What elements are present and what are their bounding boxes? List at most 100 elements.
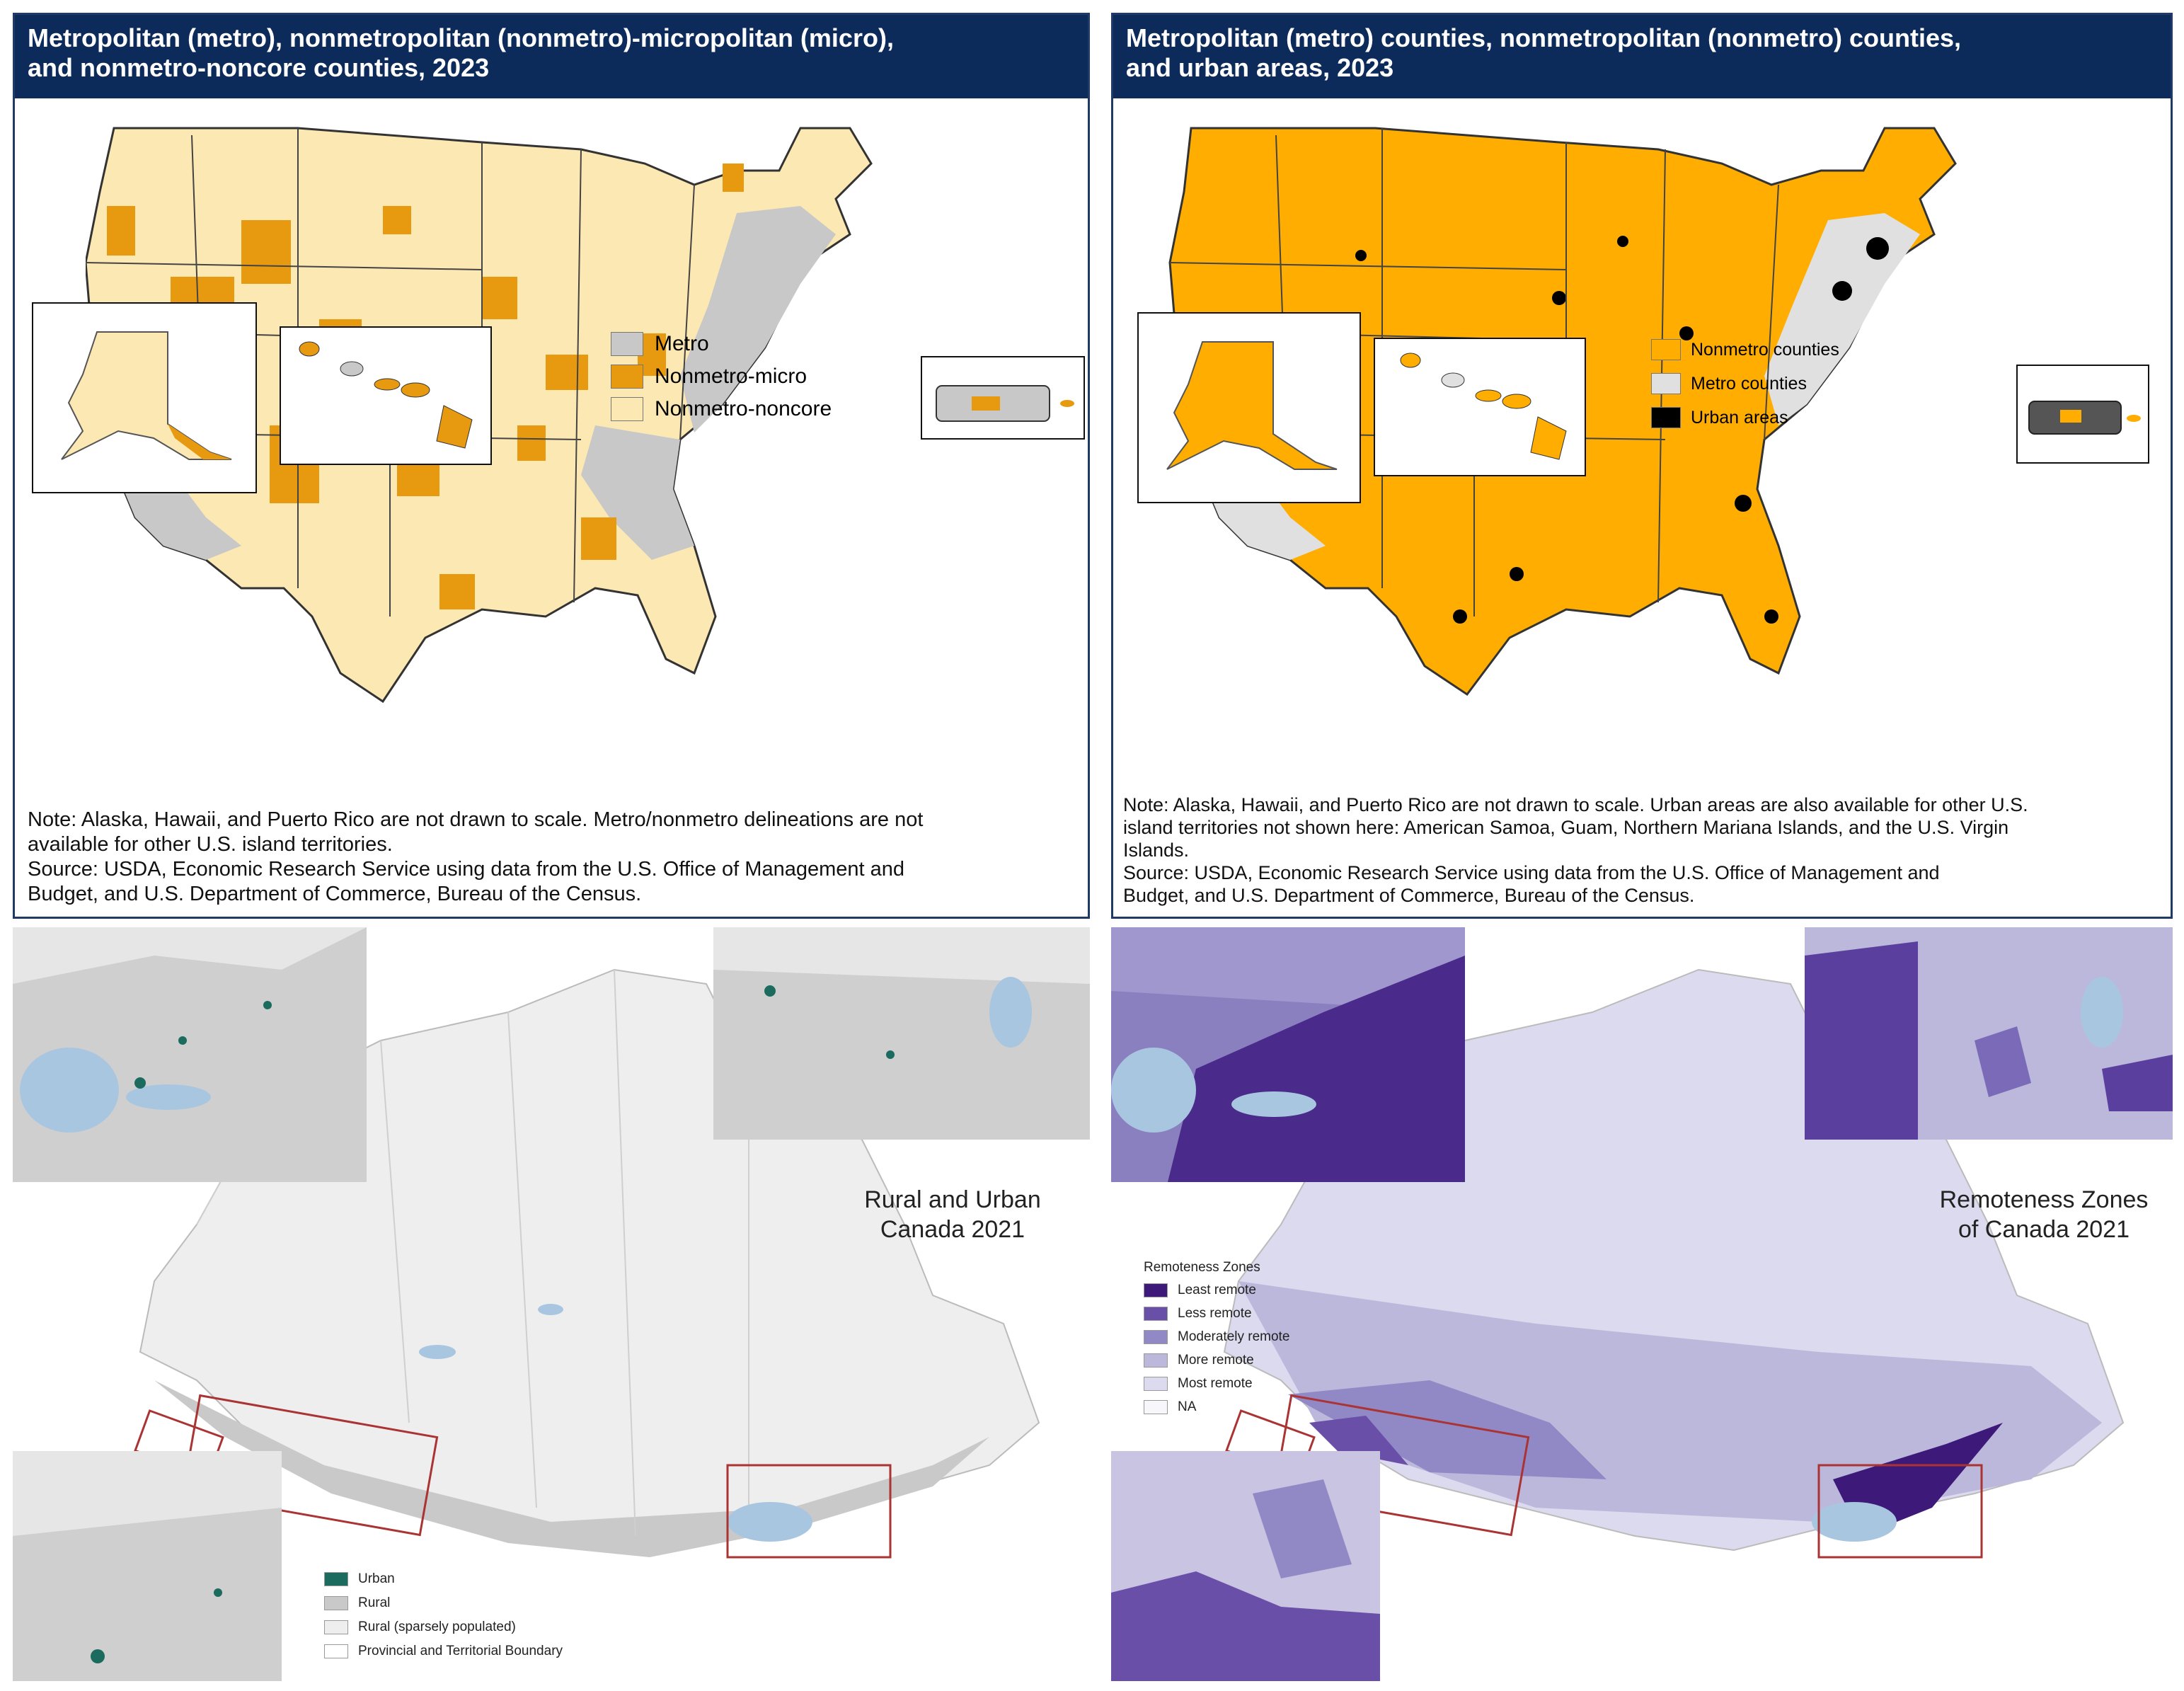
us-urban-areas-panel: Metropolitan (metro) counties, nonmetrop… (1111, 13, 2173, 919)
inset-frame-prairies (1272, 1394, 1530, 1537)
title-line-2: and nonmetro-noncore counties, 2023 (28, 53, 490, 82)
urban-area (1552, 291, 1566, 305)
puerto-rico-map (2028, 401, 2141, 435)
legend-rural: Rural (324, 1595, 390, 1611)
remoteness-legend-title: Remoteness Zones (1144, 1260, 1260, 1275)
micro-county (383, 206, 411, 234)
ontario-remoteness-shapes (1111, 927, 1465, 1182)
micro-county (723, 164, 744, 192)
legend-swatch-boundary (324, 1644, 348, 1658)
urban-area (1735, 495, 1752, 512)
title-line-2: and urban areas, 2023 (1126, 53, 1394, 82)
legend-moderately-remote: Moderately remote (1144, 1329, 1289, 1345)
bc-inset-map (13, 1451, 282, 1681)
prairies-inset-shapes (713, 970, 1090, 1140)
hawaii-inset (280, 326, 492, 465)
great-lakes (728, 1502, 812, 1542)
micro-county (107, 206, 135, 256)
moderately-remote-zone (1288, 1380, 1607, 1479)
source-line: Source: USDA, Economic Research Service … (1123, 862, 1940, 883)
canada-rural-urban-panel: Rural and Urban Canada 2021 Urban Rural … (13, 927, 1090, 1681)
alaska-map (61, 331, 232, 460)
note-line: Note: Alaska, Hawaii, and Puerto Rico ar… (28, 808, 924, 831)
micro-county (439, 574, 475, 609)
legend-label-least-remote: Least remote (1178, 1283, 1256, 1297)
micro-county (546, 355, 588, 390)
legend-swatch-noncore (611, 397, 643, 421)
legend-least-remote: Least remote (1144, 1283, 1256, 1298)
alaska-inset (32, 302, 257, 493)
legend-label-urban: Urban (358, 1571, 395, 1586)
urban-area (1453, 609, 1467, 624)
hawaii-map (1400, 352, 1567, 460)
legend-swatch-na (1144, 1400, 1168, 1414)
bc-remoteness-shapes (1111, 1479, 1380, 1681)
alaska-map (1166, 341, 1338, 470)
puerto-rico-inset (921, 356, 1085, 440)
us-urban-areas-note: Note: Alaska, Hawaii, and Puerto Rico ar… (1123, 793, 2028, 907)
inset-frame-ontario (1817, 1464, 1983, 1559)
legend-label-metro: Metro (655, 332, 709, 355)
legend-swatch-metro (1651, 373, 1681, 394)
lake (419, 1345, 456, 1359)
legend-label-metro: Metro counties (1691, 373, 1807, 394)
title-line-1: Metropolitan (metro) counties, nonmetrop… (1126, 23, 1961, 52)
urban-area (1679, 326, 1694, 340)
prairies-inset-map (713, 927, 1090, 1140)
legend-metro-counties: Metro counties (1651, 373, 1807, 394)
ontario-inset-shapes (13, 927, 367, 1182)
note-line: Islands. (1123, 839, 1190, 861)
legend-label-moderately-remote: Moderately remote (1178, 1329, 1290, 1344)
urban-area (1866, 237, 1889, 260)
note-line: available for other U.S. island territor… (28, 833, 393, 856)
ontario-inset-map (13, 927, 367, 1182)
legend-swatch-metro (611, 332, 643, 356)
source-line: Budget, and U.S. Department of Commerce,… (1123, 885, 1695, 906)
legend-label-micro: Nonmetro-micro (655, 365, 807, 388)
legend-label-rural: Rural (358, 1595, 391, 1610)
legend-label-nonmetro: Nonmetro counties (1691, 339, 1839, 360)
us-urban-areas-title: Metropolitan (metro) counties, nonmetrop… (1113, 15, 2171, 98)
legend-label-urban: Urban areas (1691, 407, 1788, 428)
note-line: Note: Alaska, Hawaii, and Puerto Rico ar… (1123, 794, 2028, 815)
great-lakes (1812, 1502, 1897, 1542)
title-line-1: Rural and Urban (864, 1186, 1041, 1213)
legend-label-less-remote: Less remote (1178, 1306, 1252, 1321)
title-line-1: Metropolitan (metro), nonmetropolitan (n… (28, 23, 894, 52)
hawaii-map (299, 341, 473, 449)
legend-metro: Metro (611, 332, 709, 356)
canada-remoteness-title: Remoteness Zones of Canada 2021 (1931, 1185, 2157, 1244)
canada-remoteness-panel: Remoteness Zones of Canada 2021 Remotene… (1111, 927, 2173, 1681)
micro-county (482, 277, 517, 319)
prairies-remoteness-shapes (1805, 941, 2173, 1140)
legend-swatch-least-remote (1144, 1283, 1168, 1297)
less-remote-zone (1309, 1416, 1408, 1465)
legend-label-na: NA (1178, 1399, 1197, 1414)
inset-frame-ontario (726, 1464, 892, 1559)
prairies-remoteness-inset (1805, 927, 2173, 1140)
legend-label-rural-sparse: Rural (sparsely populated) (358, 1620, 516, 1634)
inset-frame-prairies (181, 1394, 439, 1537)
legend-swatch-nonmetro (1651, 339, 1681, 360)
source-line: Source: USDA, Economic Research Service … (28, 858, 904, 881)
urban-area (1510, 567, 1524, 581)
bc-inset-shapes (13, 1508, 282, 1681)
micro-county (241, 220, 291, 284)
legend-urban: Urban (324, 1571, 395, 1587)
legend-label-noncore: Nonmetro-noncore (655, 397, 832, 420)
urban-area (1617, 236, 1628, 247)
us-metro-micro-panel: Metropolitan (metro), nonmetropolitan (n… (13, 13, 1090, 919)
puerto-rico-inset (2016, 365, 2149, 464)
alaska-inset (1137, 312, 1361, 503)
title-line-1: Remoteness Zones (1939, 1186, 2149, 1213)
legend-swatch-most-remote (1144, 1377, 1168, 1391)
legend-label-more-remote: More remote (1178, 1353, 1254, 1368)
micro-county (581, 517, 616, 560)
legend-label-most-remote: Most remote (1178, 1376, 1253, 1391)
bc-remoteness-inset (1111, 1451, 1380, 1681)
legend-rural-sparse: Rural (sparsely populated) (324, 1620, 516, 1635)
hawaii-inset (1374, 338, 1586, 476)
ontario-remoteness-inset (1111, 927, 1465, 1182)
legend-swatch-rural-sparse (324, 1620, 348, 1634)
us-metro-micro-note: Note: Alaska, Hawaii, and Puerto Rico ar… (28, 808, 923, 907)
